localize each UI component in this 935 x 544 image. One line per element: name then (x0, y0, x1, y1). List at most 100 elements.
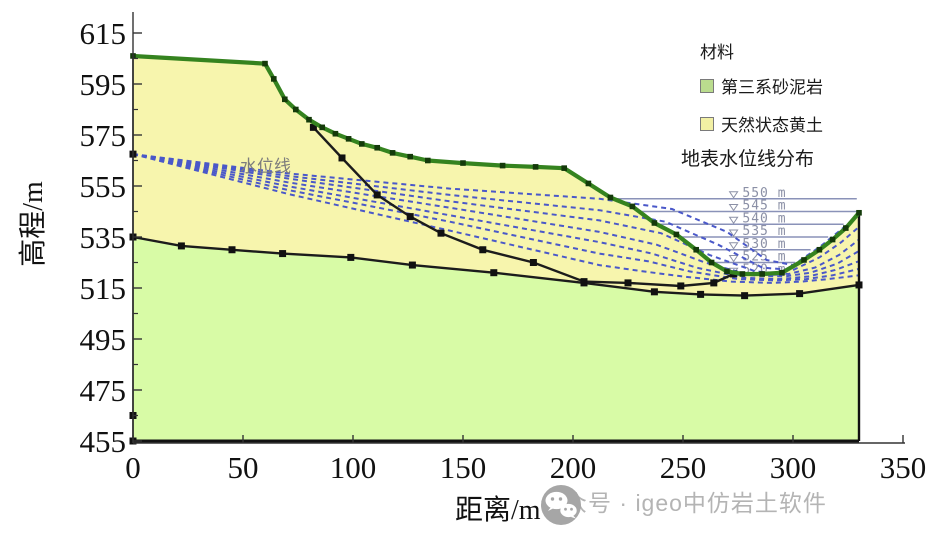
surface-profile-marker (282, 96, 288, 103)
surface-profile-marker (425, 157, 431, 164)
watermark: 公众号 · igeo中仿岩土软件 (540, 484, 827, 525)
legend-item-label: 天然状态黄土 (721, 116, 823, 135)
surface-profile-marker (607, 194, 614, 201)
y-axis-title: 高程/m (18, 181, 49, 267)
slip-surface-line-marker (710, 279, 718, 287)
x-tick-label: 0 (125, 450, 141, 485)
surface-profile-marker (332, 130, 339, 137)
drawdown-curve-545 (132, 153, 860, 272)
y-tick-label: 475 (80, 373, 127, 408)
layer-boundary-line-marker (279, 250, 287, 258)
layer-boundary-line-marker (347, 253, 355, 261)
surface-profile-marker (389, 150, 396, 156)
slip-surface-line-marker (338, 154, 346, 162)
slip-surface-line-marker (373, 191, 381, 199)
surface-profile-marker (561, 165, 567, 171)
drawdown-curve-525 (132, 153, 860, 282)
surface-profile-marker (693, 246, 699, 253)
slip-surface-line-marker (309, 123, 317, 131)
surface-profile-marker (460, 160, 466, 166)
surface-profile-marker (499, 162, 506, 169)
y-tick-label: 595 (80, 67, 127, 102)
surface-profile-marker (843, 225, 849, 231)
surface-profile-marker (708, 259, 715, 266)
drawdown-curve-550 (132, 153, 860, 267)
surface-profile-marker (407, 153, 413, 160)
y-tick-label: 535 (80, 220, 127, 255)
surface-profile-marker (359, 141, 365, 147)
slip-surface-line-marker (529, 259, 537, 266)
slip-surface-line-marker (580, 278, 588, 286)
legend-subtitle: 地表水位线分布 (681, 149, 815, 170)
y-tick-label: 555 (80, 169, 127, 204)
water-table-triangle-icon (728, 255, 739, 263)
layer-boundary-line-marker (408, 261, 416, 269)
wechat-icon (541, 485, 581, 525)
surface-profile-line (132, 53, 861, 277)
surface-profile-marker (319, 124, 325, 131)
x-tick-label: 50 (228, 450, 259, 485)
slip-surface-line-marker (677, 282, 685, 290)
surface-profile-marker (532, 164, 539, 170)
x-tick-label: 150 (440, 450, 487, 485)
water-table-triangle-icon (728, 204, 739, 212)
drawdown-curve-520 (132, 153, 860, 284)
layer-boundary-line-marker (490, 269, 498, 277)
slip-surface-line (312, 126, 735, 288)
surface-profile-marker (585, 180, 592, 187)
x-tick-label: 350 (880, 450, 927, 485)
drawdown-curve-530 (132, 153, 860, 281)
surface-profile-marker (262, 60, 268, 67)
surface-profile-marker (829, 236, 836, 243)
surface-profile-marker (306, 116, 312, 123)
surface-profile-marker (271, 76, 277, 82)
slip-surface-line-marker (437, 229, 445, 237)
sandstone-swatch-icon (700, 78, 714, 93)
surface-profile-marker (724, 268, 730, 275)
x-tick-label: 300 (770, 450, 817, 485)
surface-profile-marker (345, 136, 352, 142)
water-level-label: 535 m (742, 224, 786, 239)
layer-boundary-line-marker (796, 290, 804, 298)
surface-profile-marker (816, 246, 823, 253)
sandstone-region (133, 237, 859, 441)
legend-item-label: 第三系砂泥岩 (721, 78, 823, 97)
surface-profile-marker (673, 231, 680, 238)
surface-profile-marker (374, 144, 380, 151)
layer-boundary-line-marker (697, 290, 705, 298)
slip-surface-line-marker (479, 246, 487, 254)
legend: 材料 第三系砂泥岩 天然状态黄土 (700, 38, 823, 149)
surface-profile-marker (293, 106, 299, 113)
x-axis-title: 距离/m (455, 495, 541, 526)
y-tick-label: 455 (80, 424, 127, 459)
legend-item-loess: 天然状态黄土 (700, 111, 823, 136)
x-tick-label: 200 (550, 450, 597, 485)
water-level-label: 530 m (742, 237, 786, 252)
surface-profile-marker (779, 269, 785, 276)
x-tick-label: 250 (660, 450, 707, 485)
surface-profile-marker (759, 271, 765, 277)
loess-swatch-icon (700, 116, 714, 131)
water-table-triangle-icon (728, 242, 739, 250)
surface-profile-marker (739, 271, 746, 277)
water-table-triangle-icon (728, 229, 739, 237)
layer-boundary-line-marker (741, 292, 749, 300)
layer-boundary-line-marker (177, 242, 185, 250)
layer-boundary-line-marker (650, 288, 658, 296)
water-level-label: 540 m (742, 211, 786, 226)
slip-surface-line-marker (406, 213, 414, 221)
water-line-annotation: 水位线 (240, 157, 291, 176)
y-tick-label: 615 (80, 16, 127, 51)
legend-title: 材料 (700, 43, 734, 62)
surface-profile-marker (856, 209, 862, 216)
x-tick-label: 100 (330, 450, 377, 485)
watermark-text: 公众号 · igeo中仿岩土软件 (540, 490, 827, 516)
surface-profile-marker (801, 257, 807, 263)
water-table-triangle-icon (728, 216, 739, 225)
slip-surface-line-marker (624, 279, 632, 287)
y-tick-label: 515 (80, 271, 127, 306)
surface-profile-marker (629, 203, 636, 210)
water-level-label: 550 m (742, 186, 786, 201)
